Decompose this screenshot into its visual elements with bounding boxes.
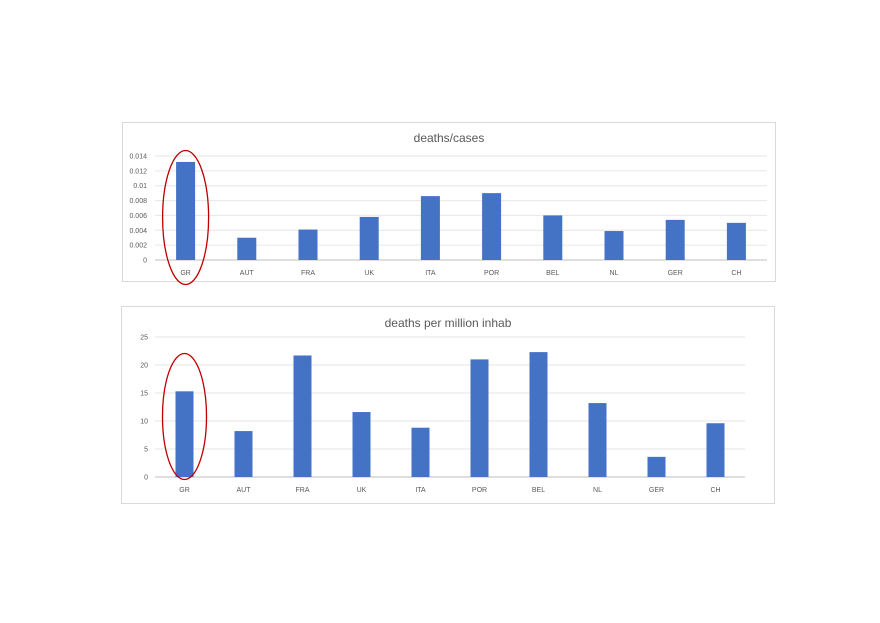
bar-fra (298, 229, 318, 260)
x-category-label: AUT (237, 487, 252, 494)
bar-ger (665, 219, 685, 260)
y-tick-label: 0.004 (129, 228, 147, 235)
y-tick-label: 5 (144, 447, 148, 454)
bar-bel (543, 215, 563, 260)
bar-nl (604, 231, 624, 260)
chart-deaths-per-million: deaths per million inhab 0 5 10 15 20 25 GR AUT… (121, 306, 775, 504)
bar-uk (359, 216, 379, 260)
y-tick-label: 0.006 (129, 213, 147, 220)
x-category-label: GER (668, 270, 683, 277)
bar-nl (588, 403, 607, 477)
bar-ch (726, 222, 746, 260)
x-category-label: NL (610, 270, 619, 277)
chart-title: deaths per million inhab (384, 316, 512, 330)
y-tick-label: 25 (140, 335, 148, 342)
bar-bel (529, 352, 548, 477)
bar-aut (237, 237, 257, 260)
y-tick-label: 0 (144, 475, 148, 482)
y-tick-label: 20 (140, 363, 148, 370)
bar-uk (352, 412, 371, 477)
y-tick-label: 0 (143, 258, 147, 265)
x-category-label: POR (472, 487, 487, 494)
x-category-label: GR (179, 487, 190, 494)
y-tick-label: 0.012 (129, 168, 147, 175)
bar-por (482, 193, 502, 260)
bar-gr (176, 161, 196, 260)
chart-plot: 0 5 10 15 20 25 GR AUT FRA UK ITA POR BEL NL GER CH (140, 335, 745, 494)
x-category-label: CH (710, 487, 720, 494)
chart-title: deaths/cases (413, 131, 485, 145)
x-category-label: BEL (532, 487, 545, 494)
x-category-label: ITA (415, 487, 426, 494)
y-tick-label: 0.01 (133, 183, 147, 190)
y-tick-label: 0.002 (129, 243, 147, 250)
x-category-label: UK (357, 487, 367, 494)
x-category-label: GR (180, 270, 191, 277)
x-category-label: UK (364, 270, 374, 277)
bar-gr (175, 391, 194, 477)
x-category-label: AUT (240, 270, 255, 277)
bar-ger (647, 456, 666, 477)
bar-ch (706, 423, 725, 477)
x-category-label: BEL (546, 270, 559, 277)
x-category-label: GER (649, 487, 664, 494)
x-category-label: ITA (425, 270, 436, 277)
x-category-label: FRA (301, 270, 315, 277)
x-category-label: NL (593, 487, 602, 494)
y-tick-label: 10 (140, 419, 148, 426)
x-category-label: POR (484, 270, 499, 277)
y-tick-label: 0.014 (129, 154, 147, 161)
highlight-ellipse (161, 352, 208, 481)
bar-ita (411, 427, 430, 477)
y-tick-label: 0.008 (129, 198, 147, 205)
bar-fra (293, 355, 312, 477)
x-category-label: FRA (296, 487, 310, 494)
y-tick-label: 15 (140, 391, 148, 398)
bar-por (470, 359, 489, 477)
chart-plot: 0 0.002 0.004 0.006 0.008 0.01 0.012 0.014 GR AUT… (129, 149, 767, 286)
bar-aut (234, 431, 253, 477)
chart-deaths-cases: deaths/cases 0 0.002 0.004 0.006 0.008 0.01 0.… (122, 122, 776, 286)
highlight-ellipse (161, 149, 210, 286)
x-category-label: CH (731, 270, 741, 277)
bar-ita (420, 196, 440, 260)
